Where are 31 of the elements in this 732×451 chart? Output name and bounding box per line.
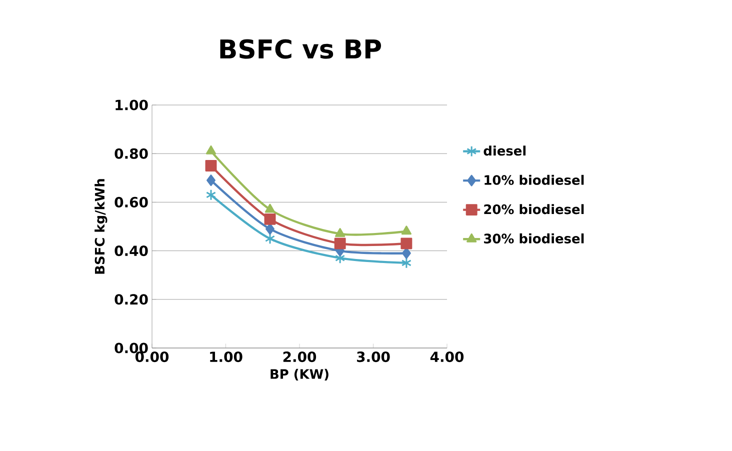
x-tick-label: 0.00 xyxy=(135,352,169,362)
point xyxy=(334,238,346,250)
x-tick-label: 1.00 xyxy=(210,352,242,362)
x-tick-label: 4.00 xyxy=(430,352,464,362)
point xyxy=(335,228,346,238)
y-tick-label: 0.60 xyxy=(114,196,148,208)
point xyxy=(206,145,216,154)
point xyxy=(401,226,412,235)
point xyxy=(264,204,276,213)
point xyxy=(206,174,216,186)
legend-label: 30% biodiesel xyxy=(484,233,584,244)
legend-label: diesel xyxy=(484,146,526,156)
y-tick-label: 0.20 xyxy=(114,294,148,305)
legend-label: 10% biodiesel xyxy=(484,174,584,185)
point xyxy=(264,232,276,244)
x-tick-label: 2.00 xyxy=(283,352,316,362)
point xyxy=(206,189,216,201)
chart-title: BSFC vs BP xyxy=(220,39,381,59)
y-tick-label: 0.80 xyxy=(114,148,148,159)
y-tick-label: 0.00 xyxy=(114,342,148,354)
y-axis-title: BSFC kg/kWh xyxy=(94,179,108,274)
y-tick-label: 0.40 xyxy=(114,246,148,256)
point xyxy=(401,257,412,269)
point xyxy=(205,160,217,172)
legend-label: 20% biodiesel xyxy=(484,204,584,214)
point xyxy=(400,238,412,250)
y-tick-label: 1.00 xyxy=(116,100,148,110)
point xyxy=(264,213,276,225)
x-axis-title: BP (KW) xyxy=(270,368,328,380)
x-tick-label: 3.00 xyxy=(356,352,390,362)
point xyxy=(266,223,274,235)
